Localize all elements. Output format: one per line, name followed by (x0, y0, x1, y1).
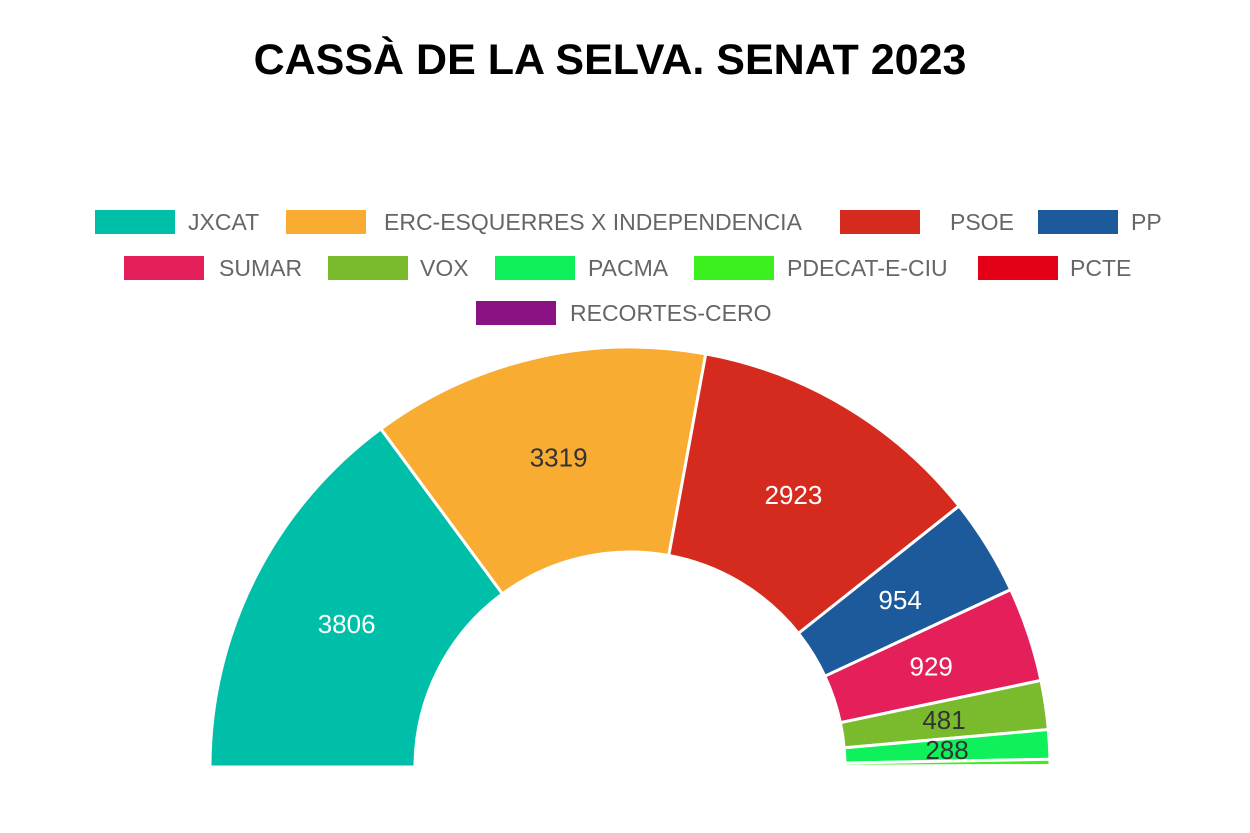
legend-item[interactable]: VOX (328, 255, 840, 282)
legend-item[interactable]: PP (1038, 209, 1250, 236)
slice-recortes-cero[interactable] (843, 764, 1052, 769)
legend-label: ERC-ESQUERRES X INDEPENDENCIA (384, 209, 802, 235)
legend-label: SUMAR (219, 255, 303, 281)
legend-item[interactable]: SUMAR (124, 255, 639, 282)
slice-value-label: 954 (878, 585, 921, 615)
legend-swatch (694, 256, 774, 280)
slice-value-label: 3806 (318, 609, 376, 639)
legend-item[interactable]: JXCAT (95, 209, 608, 236)
slice-value-label: 481 (922, 705, 965, 735)
legend-label: PP (1131, 209, 1162, 235)
legend-label: PACMA (588, 255, 669, 281)
legend-label: PDECAT-E-CIU (787, 255, 948, 281)
legend-item[interactable]: PCTE (978, 255, 1250, 282)
legend-label: PCTE (1070, 255, 1132, 281)
legend-swatch (1038, 210, 1118, 234)
slice-value-label: 3319 (530, 443, 588, 473)
legend-item[interactable]: PDECAT-E-CIU (694, 255, 1207, 282)
slice-jxcat[interactable] (208, 426, 505, 769)
legend-swatch (124, 256, 204, 280)
slice-value-label: 2923 (765, 480, 823, 510)
legend-swatch (286, 210, 366, 234)
legend-swatch (95, 210, 175, 234)
legend-label: RECORTES-CERO (570, 300, 772, 326)
legend-label: PSOE (950, 209, 1014, 235)
legend-item[interactable]: ERC-ESQUERRES X INDEPENDENCIA (286, 209, 804, 236)
legend-swatch (978, 256, 1058, 280)
slice-erc-esquerres-x-independencia[interactable] (378, 345, 708, 596)
legend-item[interactable]: PACMA (495, 255, 1008, 282)
legend-swatch (495, 256, 575, 280)
legend-swatch (328, 256, 408, 280)
legend-item[interactable]: PSOE (840, 209, 1250, 236)
legend-label: VOX (420, 255, 469, 281)
chart-title: CASSÀ DE LA SELVA. SENAT 2023 (253, 36, 967, 84)
legend-label: JXCAT (188, 209, 260, 235)
slice-value-label: 929 (910, 652, 953, 682)
legend-item[interactable]: RECORTES-CERO (476, 300, 990, 327)
legend-swatch (840, 210, 920, 234)
legend-swatch (476, 301, 556, 325)
